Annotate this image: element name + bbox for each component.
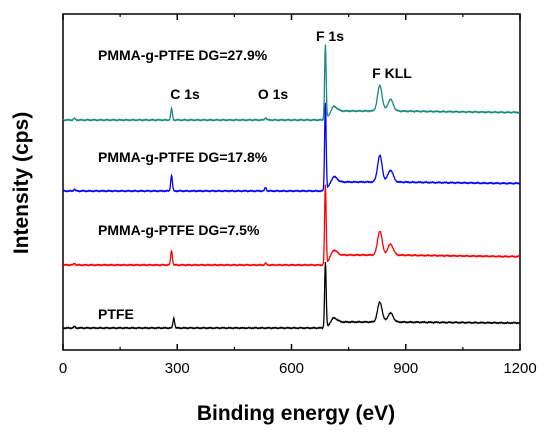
peak-annotations: C 1s O 1s F 1s F KLL [170,28,412,102]
x-tick-label: 0 [59,360,67,377]
x-axis-title: Binding energy (eV) [197,402,395,425]
spectra [62,44,521,330]
series-labels: PTFE PMMA-g-PTFE DG=7.5% PMMA-g-PTFE DG=17… [98,47,268,322]
spectrum-line [62,44,521,122]
peak-label: C 1s [170,86,200,102]
x-tick-label: 300 [165,360,190,377]
x-tick-label: 900 [393,360,418,377]
y-axis-title: Intensity (cps) [10,112,33,254]
series-label: PMMA-g-PTFE DG=27.9% [98,47,268,63]
spectrum-line [62,184,521,267]
peak-label: F KLL [372,65,412,81]
peak-label: O 1s [258,86,289,102]
x-tick-label: 600 [279,360,304,377]
series-label: PTFE [98,306,134,322]
peak-label: F 1s [316,28,344,44]
x-tick-label: 1200 [503,360,536,377]
series-label: PMMA-g-PTFE DG=7.5% [98,222,260,238]
spectrum-line [62,102,521,193]
series-label: PMMA-g-PTFE DG=17.8% [98,149,268,165]
spectrum-line [62,261,521,330]
x-axis-ticks: 0 300 600 900 1200 [59,14,537,377]
